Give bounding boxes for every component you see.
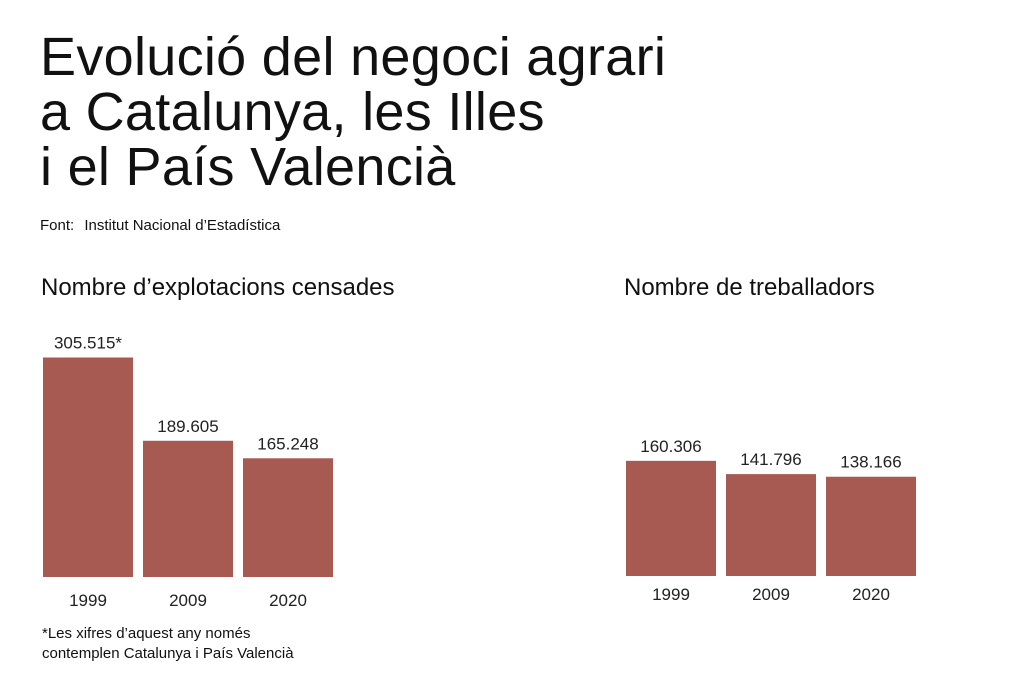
title-line-1: Evolució del negoci agrari bbox=[40, 27, 667, 87]
source-label: Font: bbox=[40, 217, 75, 234]
data-label-treballadors-1999: 160.306 bbox=[640, 437, 701, 456]
title-line-2: a Catalunya, les Illes bbox=[40, 82, 545, 142]
data-label-explotacions-2009: 189.605 bbox=[157, 417, 218, 436]
data-label-treballadors-2020: 138.166 bbox=[840, 453, 901, 472]
chart-title-explotacions: Nombre d’explotacions censades bbox=[41, 274, 395, 301]
title-line-3: i el País Valencià bbox=[40, 137, 456, 197]
x-tick-treballadors-1999: 1999 bbox=[652, 585, 690, 604]
data-label-explotacions-2020: 165.248 bbox=[257, 434, 318, 453]
x-tick-explotacions-2020: 2020 bbox=[269, 591, 307, 610]
bar-explotacions-2009 bbox=[143, 440, 233, 577]
x-tick-explotacions-1999: 1999 bbox=[69, 591, 107, 610]
x-tick-treballadors-2009: 2009 bbox=[752, 585, 790, 604]
page-title: Evolució del negoci agrari a Catalunya, … bbox=[40, 30, 666, 195]
source-note: Font: Institut Nacional d’Estadística bbox=[40, 217, 280, 234]
data-label-explotacions-1999: 305.515* bbox=[54, 334, 122, 353]
footnote: *Les xifres d’aquest any només contemple… bbox=[42, 624, 294, 664]
x-tick-treballadors-2020: 2020 bbox=[852, 585, 890, 604]
x-tick-explotacions-2009: 2009 bbox=[169, 591, 207, 610]
bar-explotacions-2020 bbox=[243, 458, 333, 577]
data-label-treballadors-2009: 141.796 bbox=[740, 450, 801, 469]
chart-title-treballadors: Nombre de treballadors bbox=[624, 274, 875, 301]
bar-treballadors-2009 bbox=[726, 474, 816, 576]
source-text: Institut Nacional d’Estadística bbox=[84, 217, 281, 234]
footnote-line-2: contemplen Catalunya i País Valencià bbox=[42, 645, 294, 662]
footnote-line-1: *Les xifres d’aquest any només bbox=[42, 625, 251, 642]
bar-explotacions-1999 bbox=[43, 357, 133, 577]
bar-treballadors-2020 bbox=[826, 476, 916, 576]
bar-treballadors-1999 bbox=[626, 460, 716, 576]
